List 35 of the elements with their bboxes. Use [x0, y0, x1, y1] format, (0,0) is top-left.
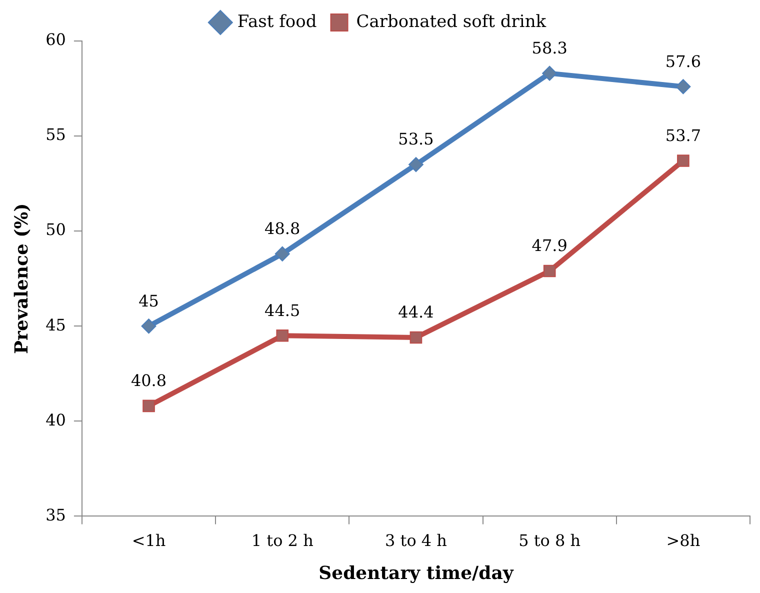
y-tick-label: 35	[46, 505, 66, 524]
data-label: 57.6	[665, 52, 702, 71]
point	[408, 157, 424, 172]
y-tick-label: 55	[46, 125, 66, 144]
data-label: 53.7	[665, 126, 702, 145]
x-tick-label: <1h	[132, 530, 166, 550]
y-tick-label: 40	[46, 410, 66, 430]
point	[142, 400, 155, 412]
data-label: 40.8	[130, 371, 167, 390]
point	[676, 79, 691, 94]
point	[542, 66, 558, 81]
data-label: 48.8	[264, 219, 300, 238]
point	[410, 331, 422, 344]
x-tick-label: 3 to 4 h	[384, 530, 447, 550]
data-label: 44.5	[264, 300, 300, 320]
x-tick-label: 5 to 8 h	[518, 530, 581, 550]
point	[543, 264, 556, 278]
y-axis-title: Prevalence (%)	[11, 203, 32, 354]
x-tick-label: 1 to 2 h	[251, 530, 314, 550]
point	[677, 154, 690, 167]
point	[276, 329, 289, 342]
data-label: 45	[138, 291, 159, 310]
point	[274, 246, 290, 262]
data-label: 58.3	[532, 38, 568, 58]
y-tick-label: 60	[46, 30, 66, 50]
y-tick-label: 45	[46, 315, 66, 334]
x-tick-label: >8h	[666, 530, 700, 550]
x-axis-title: Sedentary time/day	[318, 562, 514, 584]
data-label: 47.9	[532, 236, 568, 256]
point	[141, 318, 156, 334]
y-tick-label: 50	[46, 220, 66, 240]
legend-label: Fast food	[237, 12, 317, 32]
legend-label: Carbonated soft drink	[356, 12, 547, 32]
data-label: 44.4	[398, 302, 434, 322]
data-label: 53.5	[398, 130, 434, 149]
